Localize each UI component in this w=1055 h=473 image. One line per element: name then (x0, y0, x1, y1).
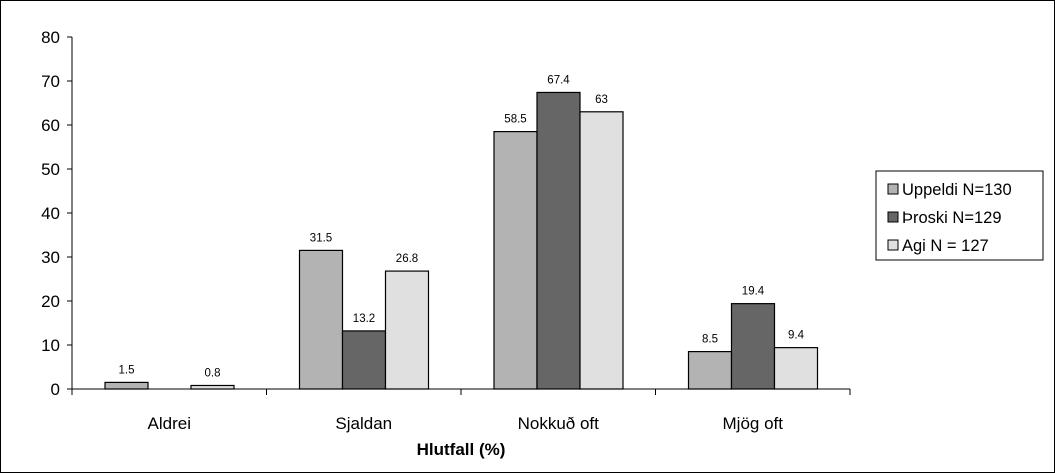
data-label: 8.5 (702, 334, 718, 346)
data-label: 31.5 (310, 232, 332, 244)
x-category-label: Mjög oft (723, 414, 784, 433)
bar (730, 303, 776, 390)
x-category-label: Sjaldan (335, 414, 392, 433)
data-label: 67.4 (547, 74, 570, 86)
bar (687, 351, 733, 390)
bar (104, 381, 149, 390)
bar (190, 384, 235, 390)
y-tick-label: 30 (41, 248, 60, 267)
legend-swatch (887, 183, 899, 195)
x-category-label: Aldrei (148, 414, 191, 433)
data-label: 19.4 (742, 286, 765, 298)
data-label: 13.2 (353, 313, 375, 325)
y-tick-label: 70 (41, 72, 60, 91)
x-axis-title: Hlutfall (%) (417, 440, 506, 459)
data-label: 63 (595, 94, 608, 106)
y-tick-label: 80 (41, 28, 60, 47)
y-tick-label: 60 (41, 116, 60, 135)
data-label: 0.8 (205, 367, 221, 379)
data-label: 58.5 (504, 114, 526, 126)
bar (773, 347, 819, 390)
y-tick-label: 10 (41, 336, 60, 355)
bar (493, 131, 538, 390)
bar (298, 249, 344, 390)
legend-swatch (887, 239, 899, 251)
y-tick-label: 20 (41, 292, 60, 311)
y-tick-label: 40 (41, 204, 60, 223)
data-label: 26.8 (396, 253, 418, 265)
legend-label: Þroski N=129 (902, 209, 1002, 227)
y-tick-label: 50 (41, 160, 60, 179)
legend-swatch (887, 211, 899, 223)
bar (384, 270, 430, 390)
data-label: 9.4 (788, 330, 805, 342)
legend-label: Uppeldi N=130 (902, 181, 1012, 199)
bar (536, 91, 581, 390)
data-label: 1.5 (119, 364, 135, 376)
y-tick-label: 0 (51, 380, 60, 399)
x-category-label: Nokkuð oft (518, 414, 600, 433)
legend-box (875, 170, 1044, 261)
bar (341, 330, 387, 390)
legend-label: Agi N = 127 (902, 237, 989, 255)
bar (579, 111, 624, 390)
